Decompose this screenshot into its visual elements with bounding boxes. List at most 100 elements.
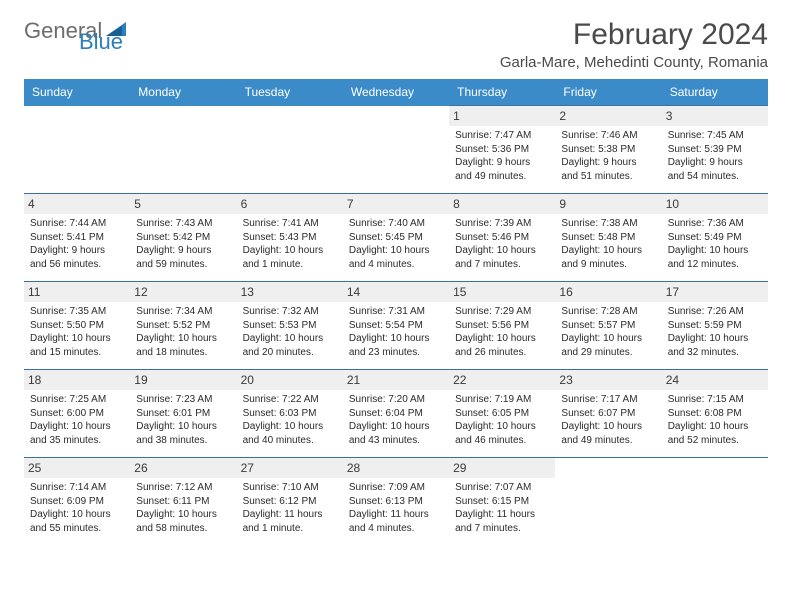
day-info: Sunrise: 7:26 AMSunset: 5:59 PMDaylight:… [668, 305, 762, 359]
day-cell: 20 Sunrise: 7:22 AMSunset: 6:03 PMDayligh… [237, 370, 343, 458]
location: Garla-Mare, Mehedinti County, Romania [500, 54, 768, 71]
day-cell: 18 Sunrise: 7:25 AMSunset: 6:00 PMDayligh… [24, 370, 130, 458]
day-number: 8 [449, 194, 555, 214]
day-number: 12 [130, 282, 236, 302]
day-info: Sunrise: 7:10 AMSunset: 6:12 PMDaylight:… [243, 481, 337, 535]
day-number: 25 [24, 458, 130, 478]
day-number: 7 [343, 194, 449, 214]
day-info: Sunrise: 7:32 AMSunset: 5:53 PMDaylight:… [243, 305, 337, 359]
day-cell: 19 Sunrise: 7:23 AMSunset: 6:01 PMDayligh… [130, 370, 236, 458]
weekday-header-row: SundayMondayTuesdayWednesdayThursdayFrid… [24, 79, 768, 106]
day-info: Sunrise: 7:46 AMSunset: 5:38 PMDaylight:… [561, 129, 655, 183]
day-info: Sunrise: 7:23 AMSunset: 6:01 PMDaylight:… [136, 393, 230, 447]
day-number: 20 [237, 370, 343, 390]
day-number: 17 [662, 282, 768, 302]
day-number: 21 [343, 370, 449, 390]
day-info: Sunrise: 7:43 AMSunset: 5:42 PMDaylight:… [136, 217, 230, 271]
day-cell: 7Sunrise: 7:40 AMSunset: 5:45 PMDaylight… [343, 194, 449, 282]
header: General Blue February 2024 Garla-Mare, M… [24, 18, 768, 71]
weekday-header: Tuesday [237, 79, 343, 106]
day-info: Sunrise: 7:14 AMSunset: 6:09 PMDaylight:… [30, 481, 124, 535]
day-number: 13 [237, 282, 343, 302]
day-cell: 24 Sunrise: 7:15 AMSunset: 6:08 PMDayligh… [662, 370, 768, 458]
day-info: Sunrise: 7:41 AMSunset: 5:43 PMDaylight:… [243, 217, 337, 271]
day-number: 22 [449, 370, 555, 390]
day-info: Sunrise: 7:22 AMSunset: 6:03 PMDaylight:… [243, 393, 337, 447]
day-info: Sunrise: 7:15 AMSunset: 6:08 PMDaylight:… [668, 393, 762, 447]
day-number: 29 [449, 458, 555, 478]
day-number: 28 [343, 458, 449, 478]
weekday-header: Friday [555, 79, 661, 106]
day-cell: 21 Sunrise: 7:20 AMSunset: 6:04 PMDayligh… [343, 370, 449, 458]
day-cell: 22 Sunrise: 7:19 AMSunset: 6:05 PMDayligh… [449, 370, 555, 458]
day-cell: 29 Sunrise: 7:07 AMSunset: 6:15 PMDayligh… [449, 458, 555, 546]
week-row: 1 Sunrise: 7:47 AMSunset: 5:36 PMDaylight… [24, 106, 768, 194]
day-info: Sunrise: 7:34 AMSunset: 5:52 PMDaylight:… [136, 305, 230, 359]
day-info: Sunrise: 7:35 AMSunset: 5:50 PMDaylight:… [30, 305, 124, 359]
month-title: February 2024 [500, 18, 768, 52]
day-cell: 28 Sunrise: 7:09 AMSunset: 6:13 PMDayligh… [343, 458, 449, 546]
day-number: 1 [449, 106, 555, 126]
empty-cell [237, 106, 343, 194]
day-cell: 13 Sunrise: 7:32 AMSunset: 5:53 PMDayligh… [237, 282, 343, 370]
day-cell: 2 Sunrise: 7:46 AMSunset: 5:38 PMDaylight… [555, 106, 661, 194]
day-info: Sunrise: 7:25 AMSunset: 6:00 PMDaylight:… [30, 393, 124, 447]
day-cell: 15Sunrise: 7:29 AMSunset: 5:56 PMDayligh… [449, 282, 555, 370]
day-info: Sunrise: 7:38 AMSunset: 5:48 PMDaylight:… [561, 217, 655, 271]
weekday-header: Sunday [24, 79, 130, 106]
day-info: Sunrise: 7:28 AMSunset: 5:57 PMDaylight:… [561, 305, 655, 359]
day-info: Sunrise: 7:17 AMSunset: 6:07 PMDaylight:… [561, 393, 655, 447]
day-info: Sunrise: 7:29 AMSunset: 5:56 PMDaylight:… [455, 305, 549, 359]
day-number: 18 [24, 370, 130, 390]
day-number: 14 [343, 282, 449, 302]
day-number: 16 [555, 282, 661, 302]
day-number: 23 [555, 370, 661, 390]
weekday-header: Saturday [662, 79, 768, 106]
day-info: Sunrise: 7:36 AMSunset: 5:49 PMDaylight:… [668, 217, 762, 271]
calendar-body: 1 Sunrise: 7:47 AMSunset: 5:36 PMDaylight… [24, 106, 768, 546]
week-row: 11Sunrise: 7:35 AMSunset: 5:50 PMDayligh… [24, 282, 768, 370]
logo: General Blue [24, 18, 128, 44]
day-cell: 12 Sunrise: 7:34 AMSunset: 5:52 PMDayligh… [130, 282, 236, 370]
logo-suffix: Blue [79, 29, 123, 54]
day-cell: 25 Sunrise: 7:14 AMSunset: 6:09 PMDayligh… [24, 458, 130, 546]
day-cell: 11Sunrise: 7:35 AMSunset: 5:50 PMDayligh… [24, 282, 130, 370]
day-info: Sunrise: 7:39 AMSunset: 5:46 PMDaylight:… [455, 217, 549, 271]
day-cell: 4Sunrise: 7:44 AMSunset: 5:41 PMDaylight… [24, 194, 130, 282]
day-cell: 23 Sunrise: 7:17 AMSunset: 6:07 PMDayligh… [555, 370, 661, 458]
day-cell: 8 Sunrise: 7:39 AMSunset: 5:46 PMDaylight… [449, 194, 555, 282]
day-info: Sunrise: 7:07 AMSunset: 6:15 PMDaylight:… [455, 481, 549, 535]
day-info: Sunrise: 7:19 AMSunset: 6:05 PMDaylight:… [455, 393, 549, 447]
day-number: 19 [130, 370, 236, 390]
day-info: Sunrise: 7:20 AMSunset: 6:04 PMDaylight:… [349, 393, 443, 447]
day-cell: 5Sunrise: 7:43 AMSunset: 5:42 PMDaylight… [130, 194, 236, 282]
day-cell: 9 Sunrise: 7:38 AMSunset: 5:48 PMDaylight… [555, 194, 661, 282]
day-info: Sunrise: 7:44 AMSunset: 5:41 PMDaylight:… [30, 217, 124, 271]
empty-cell [555, 458, 661, 546]
week-row: 25 Sunrise: 7:14 AMSunset: 6:09 PMDayligh… [24, 458, 768, 546]
day-number: 24 [662, 370, 768, 390]
calendar-table: SundayMondayTuesdayWednesdayThursdayFrid… [24, 79, 768, 546]
day-number: 6 [237, 194, 343, 214]
week-row: 4Sunrise: 7:44 AMSunset: 5:41 PMDaylight… [24, 194, 768, 282]
day-info: Sunrise: 7:47 AMSunset: 5:36 PMDaylight:… [455, 129, 549, 183]
title-block: February 2024 Garla-Mare, Mehedinti Coun… [500, 18, 768, 71]
day-info: Sunrise: 7:45 AMSunset: 5:39 PMDaylight:… [668, 129, 762, 183]
day-number: 3 [662, 106, 768, 126]
weekday-header: Monday [130, 79, 236, 106]
empty-cell [662, 458, 768, 546]
empty-cell [343, 106, 449, 194]
day-cell: 26Sunrise: 7:12 AMSunset: 6:11 PMDayligh… [130, 458, 236, 546]
day-info: Sunrise: 7:09 AMSunset: 6:13 PMDaylight:… [349, 481, 443, 535]
day-cell: 14 Sunrise: 7:31 AMSunset: 5:54 PMDayligh… [343, 282, 449, 370]
day-cell: 1 Sunrise: 7:47 AMSunset: 5:36 PMDaylight… [449, 106, 555, 194]
day-number: 2 [555, 106, 661, 126]
weekday-header: Wednesday [343, 79, 449, 106]
day-cell: 10Sunrise: 7:36 AMSunset: 5:49 PMDayligh… [662, 194, 768, 282]
day-cell: 17 Sunrise: 7:26 AMSunset: 5:59 PMDayligh… [662, 282, 768, 370]
day-number: 27 [237, 458, 343, 478]
week-row: 18 Sunrise: 7:25 AMSunset: 6:00 PMDayligh… [24, 370, 768, 458]
day-info: Sunrise: 7:12 AMSunset: 6:11 PMDaylight:… [136, 481, 230, 535]
day-number: 9 [555, 194, 661, 214]
day-info: Sunrise: 7:31 AMSunset: 5:54 PMDaylight:… [349, 305, 443, 359]
